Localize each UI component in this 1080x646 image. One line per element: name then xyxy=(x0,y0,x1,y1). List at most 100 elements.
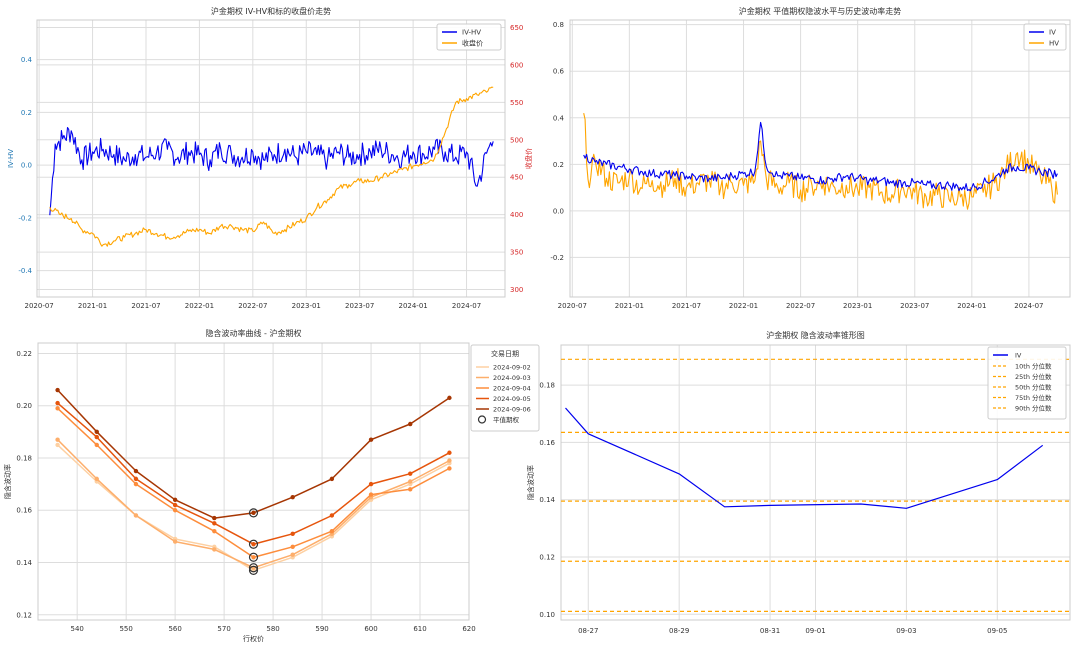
plot-frame xyxy=(569,19,1071,298)
y-axis-label: 隐含波动率 xyxy=(526,465,535,500)
legend-label: 2024-09-05 xyxy=(493,395,531,403)
chart-iv-smile: 540 550 560 570 580 590 600 610 620 0.12 0.14 0.16 0… xyxy=(3,328,540,643)
smile-point xyxy=(251,555,256,560)
y-tick-label: 0.16 xyxy=(539,439,555,447)
x-axis-label: 行权价 xyxy=(243,634,264,643)
y-tick-label: 0.18 xyxy=(539,382,555,390)
y2-axis-label: 收盘价 xyxy=(524,148,533,169)
chart-iv-cone: 08-27 08-29 08-31 09-01 09-03 09-05 0.10 0.12 0.… xyxy=(526,330,1071,635)
smile-point xyxy=(368,481,374,487)
smile-point xyxy=(133,481,139,487)
legend-label: 75th 分位数 xyxy=(1015,393,1052,402)
smile-point xyxy=(133,468,139,474)
y2-tick-label: 500 xyxy=(510,136,523,144)
smile-point xyxy=(212,547,217,552)
smile-point xyxy=(55,437,60,442)
x-tick-label: 08-31 xyxy=(760,627,780,635)
x-tick-label: 580 xyxy=(266,625,279,633)
series-line-1 xyxy=(583,121,1058,192)
x-tick-label: 2021-01 xyxy=(615,302,644,310)
legend-label: IV xyxy=(1015,352,1022,360)
plot-frame xyxy=(36,19,506,298)
legend-title: 交易日期 xyxy=(491,349,519,358)
smile-point xyxy=(212,521,217,526)
smile-point xyxy=(55,387,60,393)
x-tick-label: 2021-01 xyxy=(78,302,107,310)
smile-point xyxy=(368,492,374,497)
x-tick-label: 2022-01 xyxy=(729,302,758,310)
atm-marker xyxy=(248,565,259,575)
x-tick-label: 2023-01 xyxy=(843,302,872,310)
y-tick-label: 0.4 xyxy=(21,56,33,64)
chart-iv-hv-close: 2020-07 2021-01 2021-07 2022-01 2022-07 2023-… xyxy=(7,6,533,310)
smile-point xyxy=(94,442,99,448)
smile-point xyxy=(408,421,413,427)
legend-label: HV xyxy=(1049,40,1059,48)
legend-label: 2024-09-02 xyxy=(493,364,531,372)
x-tick-label: 2023-01 xyxy=(292,302,321,310)
y2-tick-label: 400 xyxy=(510,211,523,219)
x-tick-label: 2020-07 xyxy=(558,302,587,310)
y-tick-label: 0.0 xyxy=(553,207,564,215)
x-tick-label: 09-05 xyxy=(987,627,1007,635)
smile-point xyxy=(329,476,335,482)
x-tick-label: 620 xyxy=(462,625,475,633)
legend-label: 25th 分位数 xyxy=(1015,372,1052,381)
x-tick-label: 610 xyxy=(413,625,426,633)
smile-point xyxy=(408,471,413,476)
smile-point xyxy=(368,437,374,442)
smile-point xyxy=(212,515,217,521)
x-tick-label: 09-01 xyxy=(805,627,825,635)
smile-point xyxy=(290,531,295,536)
smile-line-2024-09-05 xyxy=(57,402,450,545)
smile-point xyxy=(447,450,452,455)
smile-point xyxy=(329,528,335,534)
atm-marker xyxy=(248,508,259,518)
y-tick-label: 0.10 xyxy=(539,611,555,619)
legend-label: 收盘价 xyxy=(462,39,483,48)
y-tick-label: -0.4 xyxy=(18,267,32,275)
smile-point xyxy=(408,487,413,492)
y-tick-label: 0.6 xyxy=(553,68,565,76)
smile-point xyxy=(94,476,99,482)
y-tick-label: 0.14 xyxy=(539,496,555,504)
smile-point xyxy=(172,539,178,544)
x-tick-label: 560 xyxy=(168,625,181,633)
chart-title: 沪金期权 IV-HV和标的收盘价走势 xyxy=(211,6,331,16)
smile-point xyxy=(447,466,452,471)
atm-marker xyxy=(248,539,259,549)
x-tick-label: 2022-07 xyxy=(238,302,267,310)
x-tick-label: 540 xyxy=(70,625,83,633)
smile-point xyxy=(133,513,139,518)
x-tick-label: 2024-07 xyxy=(452,302,481,310)
atm-marker xyxy=(248,563,259,573)
iv-line xyxy=(565,407,1044,509)
y-tick-label: 0.0 xyxy=(21,162,32,170)
y-tick-label: 0.20 xyxy=(16,402,32,410)
y-tick-label: 0.12 xyxy=(539,553,555,561)
smile-point xyxy=(447,395,452,401)
x-tick-label: 2023-07 xyxy=(345,302,374,310)
series-line-1 xyxy=(49,126,494,216)
chart-title: 沪金期权 隐含波动率锥形图 xyxy=(766,330,865,340)
x-tick-label: 550 xyxy=(119,625,132,633)
x-tick-label: 2020-07 xyxy=(25,302,54,310)
smile-point xyxy=(133,476,139,482)
atm-marker xyxy=(248,552,259,562)
chart-iv-vs-hv: 2020-07 2021-01 2021-07 2022-01 2022-07 2023-… xyxy=(550,6,1071,310)
smile-point xyxy=(329,513,335,518)
y-axis-label: 隐含波动率 xyxy=(3,464,12,499)
smile-point xyxy=(212,528,217,534)
legend-label: 90th 分位数 xyxy=(1015,404,1052,413)
y-tick-label: 0.12 xyxy=(16,611,32,619)
smile-point xyxy=(172,508,178,513)
x-tick-label: 2021-07 xyxy=(131,302,160,310)
y2-tick-label: 300 xyxy=(510,286,523,294)
y-tick-label: 0.4 xyxy=(553,114,565,122)
chart-title: 沪金期权 平值期权隐波水平与历史波动率走势 xyxy=(739,6,902,16)
legend-label: 平值期权 xyxy=(493,415,520,424)
legend-box xyxy=(1023,23,1067,51)
legend-label: 2024-09-06 xyxy=(493,406,531,414)
y-tick-label: 0.14 xyxy=(16,559,32,567)
legend-label: 10th 分位数 xyxy=(1015,362,1052,371)
